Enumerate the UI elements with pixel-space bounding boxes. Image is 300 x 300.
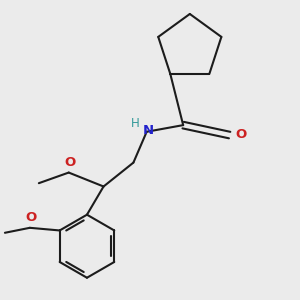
- Text: O: O: [26, 211, 37, 224]
- Text: N: N: [142, 124, 154, 137]
- Text: O: O: [236, 128, 247, 141]
- Text: O: O: [64, 156, 76, 169]
- Text: H: H: [131, 117, 140, 130]
